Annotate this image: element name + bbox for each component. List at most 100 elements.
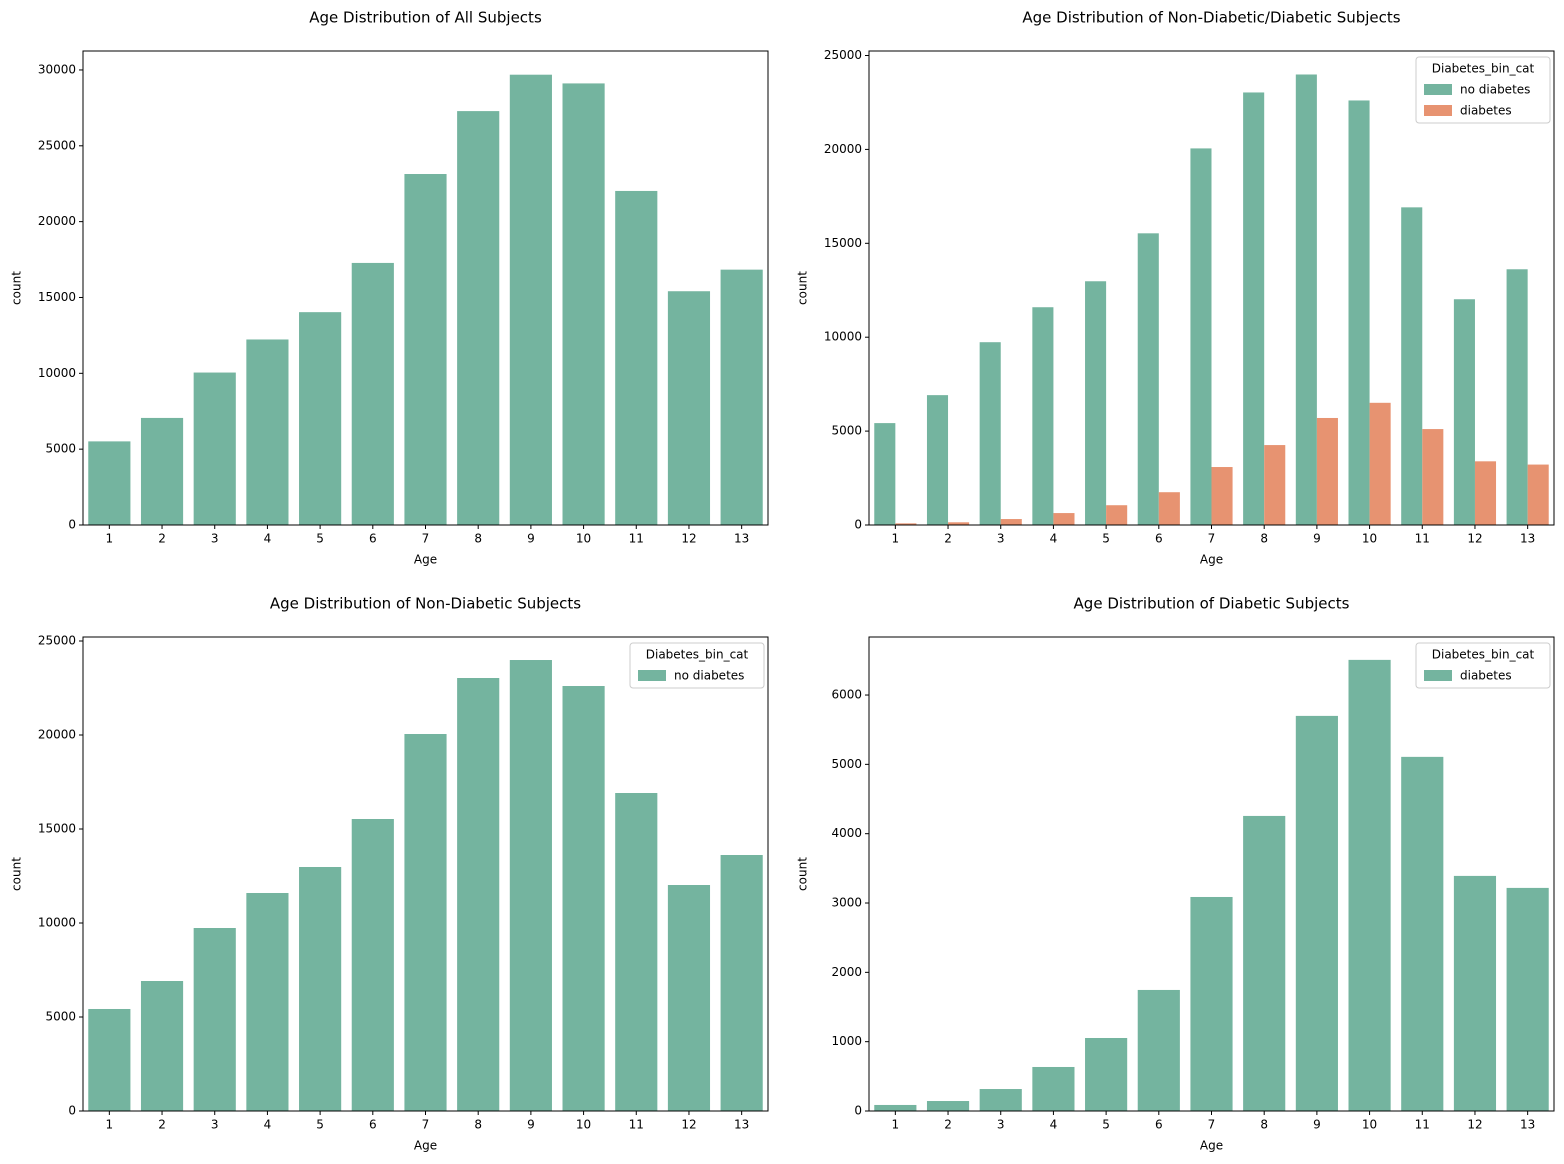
x-tick-label: 1: [106, 532, 114, 546]
bar: [979, 342, 1001, 525]
bar: [509, 660, 552, 1111]
y-tick-label: 25000: [38, 634, 76, 648]
legend-title: Diabetes_bin_cat: [1432, 648, 1535, 662]
y-tick-label: 15000: [38, 822, 76, 836]
legend-label: diabetes: [1460, 669, 1512, 683]
bar: [562, 686, 605, 1111]
x-tick-label: 1: [892, 1118, 900, 1132]
bar: [88, 1008, 131, 1111]
bar: [1106, 505, 1128, 525]
bar: [1190, 148, 1212, 525]
x-tick-label: 1: [106, 1118, 114, 1132]
bar: [246, 892, 289, 1111]
x-tick-label: 11: [1415, 532, 1430, 546]
bar: [351, 262, 394, 525]
chart-title: Age Distribution of Non-Diabetic Subject…: [270, 595, 581, 613]
bar: [1085, 1037, 1128, 1111]
axes-frame: [82, 50, 769, 526]
bar: [1506, 269, 1528, 525]
x-tick-label: 9: [527, 1118, 535, 1132]
bar: [1243, 92, 1265, 525]
y-tick-label: 10000: [38, 916, 76, 930]
y-tick-label: 5000: [831, 424, 862, 438]
y-axis-label: count: [10, 271, 24, 305]
bar: [404, 734, 447, 1111]
legend-swatch: [1424, 105, 1452, 116]
bar: [404, 174, 447, 525]
legend-swatch: [1424, 84, 1452, 95]
bar: [1032, 1066, 1075, 1111]
y-tick-label: 10000: [38, 366, 76, 380]
bar: [1453, 875, 1497, 1111]
subplot: Age Distribution of Non-Diabetic/Diabeti…: [796, 9, 1555, 567]
y-tick-label: 0: [68, 1104, 76, 1118]
x-tick-label: 11: [629, 532, 644, 546]
bar: [562, 83, 605, 526]
x-tick-label: 4: [1050, 1118, 1058, 1132]
subplot: Age Distribution of All Subjects Age count…: [10, 9, 769, 567]
subplot: Age Distribution of Non-Diabetic Subject…: [10, 595, 769, 1153]
bar: [615, 190, 658, 525]
bar: [1243, 815, 1286, 1111]
bar: [1401, 207, 1423, 525]
legend-label: no diabetes: [1460, 83, 1530, 97]
bar: [1348, 659, 1391, 1111]
chart-title: Age Distribution of Non-Diabetic/Diabeti…: [1022, 9, 1400, 27]
x-tick-label: 12: [1467, 1118, 1482, 1132]
bar: [1295, 715, 1338, 1111]
legend-label: diabetes: [1460, 104, 1512, 118]
x-tick-label: 12: [1467, 532, 1482, 546]
bar: [1506, 887, 1549, 1111]
x-axis-label: Age: [1200, 1139, 1223, 1153]
y-tick-label: 15000: [38, 290, 76, 304]
x-tick-label: 6: [369, 1118, 377, 1132]
x-tick-label: 11: [1415, 1118, 1430, 1132]
x-tick-label: 4: [264, 532, 272, 546]
x-tick-label: 13: [734, 532, 749, 546]
bar: [1000, 519, 1022, 525]
axes-frame: [82, 636, 769, 1112]
bar: [1422, 429, 1444, 525]
y-tick-label: 3000: [831, 896, 862, 910]
bar: [926, 1101, 970, 1111]
bar: [720, 855, 763, 1111]
y-tick-label: 20000: [38, 728, 76, 742]
bar: [299, 866, 342, 1111]
x-tick-label: 2: [944, 1118, 952, 1132]
y-axis-label: count: [796, 271, 810, 305]
y-tick-label: 20000: [824, 142, 862, 156]
y-tick-label: 5000: [831, 757, 862, 771]
x-tick-label: 10: [1362, 1118, 1377, 1132]
bar: [1085, 281, 1107, 525]
x-tick-label: 6: [369, 532, 377, 546]
legend: Diabetes_bin_cat diabetes: [1415, 642, 1551, 689]
y-tick-label: 30000: [38, 62, 76, 76]
x-tick-label: 11: [629, 1118, 644, 1132]
bar: [140, 980, 184, 1111]
y-tick-label: 25000: [824, 48, 862, 62]
x-tick-label: 6: [1155, 1118, 1163, 1132]
bar: [193, 928, 236, 1111]
bar: [895, 523, 917, 525]
bar: [667, 291, 711, 525]
x-tick-label: 1: [892, 532, 900, 546]
x-tick-label: 7: [422, 532, 430, 546]
y-axis-label: count: [10, 857, 24, 891]
x-tick-label: 3: [997, 1118, 1005, 1132]
axes-frame: [868, 50, 1555, 526]
y-tick-label: 10000: [824, 330, 862, 344]
bar: [874, 423, 896, 525]
x-tick-label: 12: [681, 1118, 696, 1132]
bar: [1295, 74, 1317, 526]
legend-label: no diabetes: [674, 669, 744, 683]
y-axis-label: count: [796, 857, 810, 891]
x-tick-label: 3: [211, 532, 219, 546]
x-tick-label: 4: [1050, 532, 1058, 546]
chart-title: Age Distribution of Diabetic Subjects: [1074, 595, 1350, 613]
y-tick-label: 0: [854, 518, 862, 532]
bar: [1369, 402, 1391, 525]
x-tick-label: 10: [576, 1118, 591, 1132]
bar: [88, 441, 131, 525]
